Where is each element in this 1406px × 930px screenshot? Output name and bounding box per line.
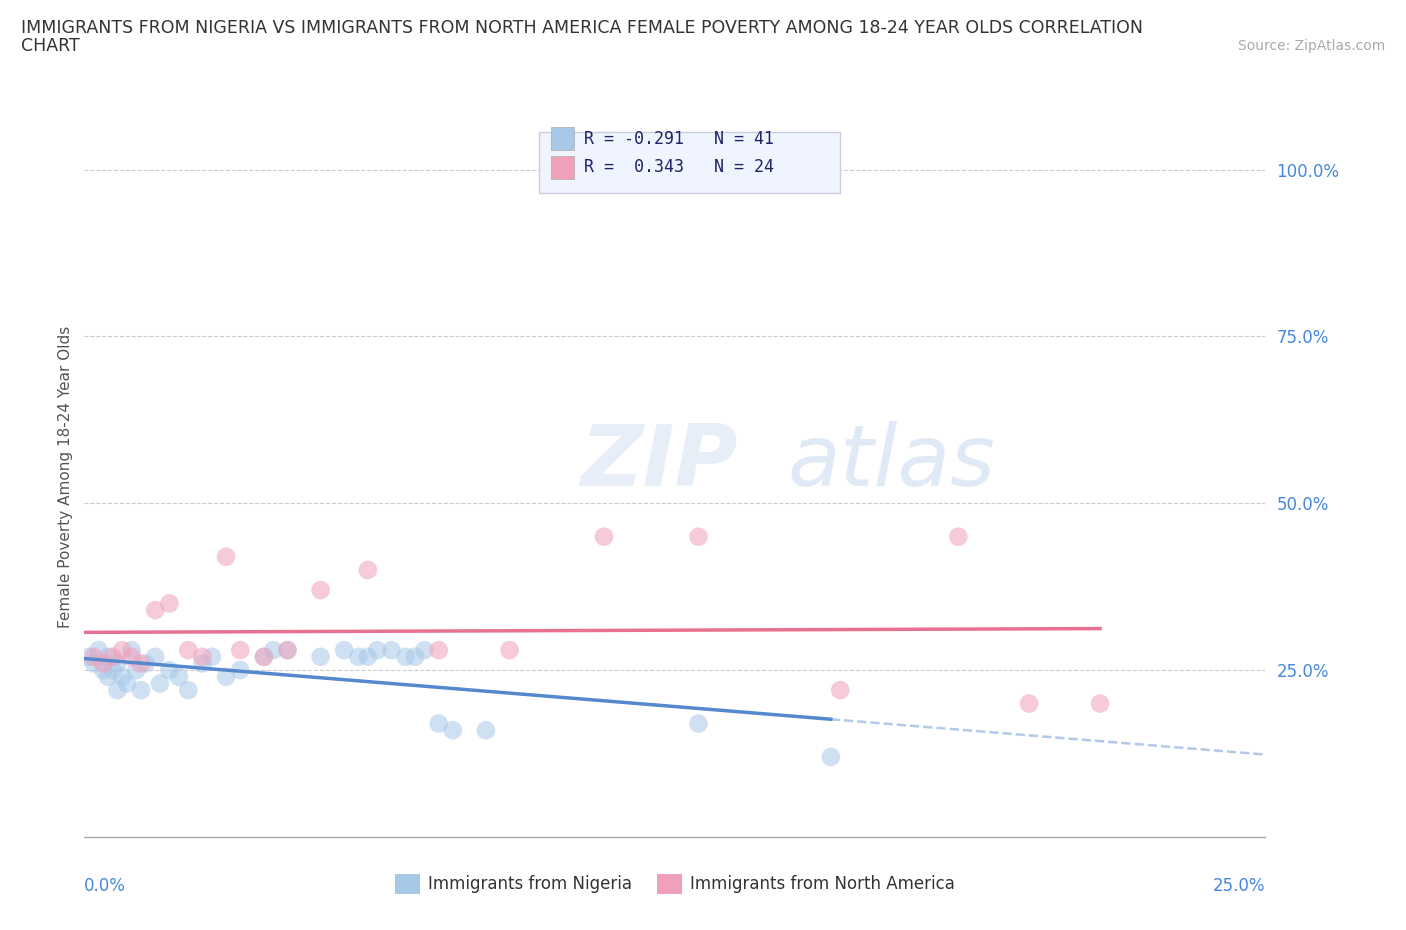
Point	[97, 670, 120, 684]
Point	[357, 649, 380, 664]
Point	[593, 529, 616, 544]
Point	[427, 643, 450, 658]
Point	[229, 663, 252, 678]
Point	[253, 649, 276, 664]
Point	[347, 649, 370, 664]
Text: ZIP: ZIP	[581, 420, 738, 504]
Point	[129, 656, 152, 671]
Point	[107, 656, 129, 671]
Point	[77, 649, 100, 664]
Point	[101, 663, 124, 678]
Point	[262, 643, 284, 658]
Text: R = -0.291   N = 41: R = -0.291 N = 41	[583, 129, 773, 148]
Point	[83, 649, 105, 664]
Point	[380, 643, 402, 658]
Point	[215, 670, 238, 684]
Point	[191, 656, 214, 671]
Point	[1018, 696, 1040, 711]
Point	[83, 656, 105, 671]
Point	[157, 596, 180, 611]
Point	[229, 643, 252, 658]
Point	[394, 649, 416, 664]
Point	[366, 643, 388, 658]
Bar	[551, 156, 575, 179]
Y-axis label: Female Poverty Among 18-24 Year Olds: Female Poverty Among 18-24 Year Olds	[58, 326, 73, 628]
Point	[427, 716, 450, 731]
Point	[357, 563, 380, 578]
Point	[948, 529, 970, 544]
Text: atlas: atlas	[787, 420, 995, 504]
Point	[101, 649, 124, 664]
Point	[111, 670, 134, 684]
Text: 25.0%: 25.0%	[1213, 877, 1265, 895]
Point	[177, 643, 200, 658]
Point	[177, 683, 200, 698]
Point	[91, 663, 114, 678]
Text: IMMIGRANTS FROM NIGERIA VS IMMIGRANTS FROM NORTH AMERICA FEMALE POVERTY AMONG 18: IMMIGRANTS FROM NIGERIA VS IMMIGRANTS FR…	[21, 19, 1143, 36]
Point	[87, 643, 110, 658]
Point	[121, 649, 143, 664]
Point	[167, 670, 190, 684]
Point	[191, 649, 214, 664]
Point	[121, 643, 143, 658]
Point	[688, 529, 710, 544]
Text: CHART: CHART	[21, 37, 80, 55]
Point	[135, 656, 157, 671]
Point	[143, 649, 166, 664]
Point	[498, 643, 520, 658]
Point	[1088, 696, 1111, 711]
Bar	[551, 127, 575, 150]
Text: R =  0.343   N = 24: R = 0.343 N = 24	[583, 158, 773, 177]
Point	[333, 643, 356, 658]
Text: 0.0%: 0.0%	[84, 877, 127, 895]
Text: Source: ZipAtlas.com: Source: ZipAtlas.com	[1237, 39, 1385, 53]
Point	[475, 723, 498, 737]
Point	[820, 750, 842, 764]
Point	[276, 643, 298, 658]
Point	[404, 649, 426, 664]
Point	[125, 663, 148, 678]
Point	[115, 676, 138, 691]
Point	[97, 649, 120, 664]
FancyBboxPatch shape	[538, 132, 841, 193]
Point	[830, 683, 852, 698]
Point	[143, 603, 166, 618]
Point	[309, 649, 332, 664]
Point	[129, 683, 152, 698]
Point	[253, 649, 276, 664]
Point	[111, 643, 134, 658]
Point	[149, 676, 172, 691]
Point	[413, 643, 436, 658]
Point	[309, 582, 332, 597]
Point	[107, 683, 129, 698]
Point	[215, 550, 238, 565]
Legend: Immigrants from Nigeria, Immigrants from North America: Immigrants from Nigeria, Immigrants from…	[388, 867, 962, 901]
Point	[201, 649, 224, 664]
Point	[91, 656, 114, 671]
Point	[441, 723, 464, 737]
Point	[688, 716, 710, 731]
Point	[276, 643, 298, 658]
Point	[157, 663, 180, 678]
